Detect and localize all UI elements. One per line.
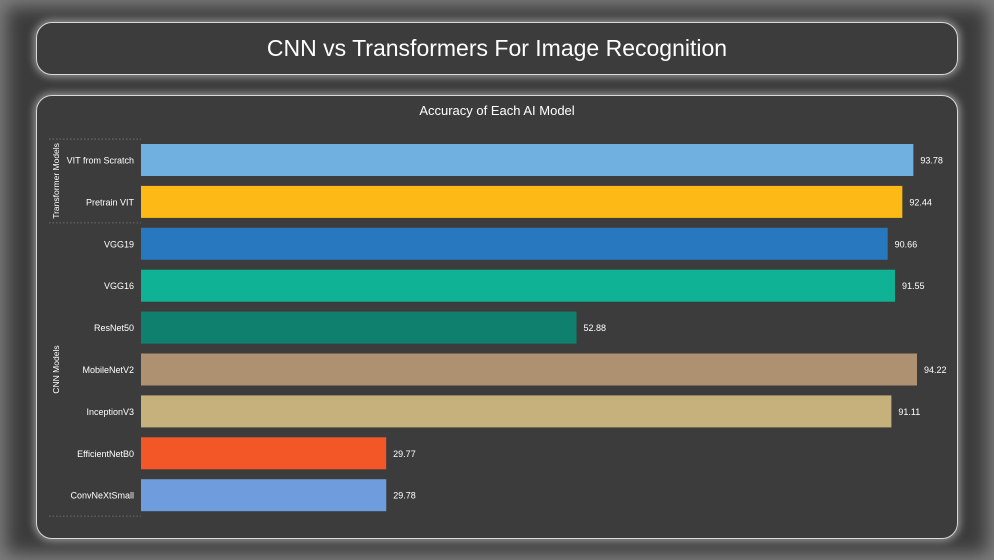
data-label: 90.66: [895, 239, 918, 249]
category-label: MobileNetV2: [82, 365, 134, 375]
category-label: VGG16: [104, 281, 134, 291]
accuracy-bar-chart: Accuracy of Each AI Model VIT from Scratc…: [49, 103, 947, 517]
category-label: EfficientNetB0: [77, 449, 134, 459]
data-label: 92.44: [909, 197, 932, 207]
data-label: 91.11: [898, 407, 920, 417]
bar: [141, 395, 892, 428]
bar: [141, 479, 387, 512]
group-label: Transformer Models: [51, 143, 61, 219]
data-label: 29.78: [393, 491, 416, 501]
category-label: InceptionV3: [86, 407, 134, 417]
category-label: Pretrain VIT: [86, 197, 135, 207]
category-label: VIT from Scratch: [67, 156, 134, 166]
data-label: 29.77: [393, 449, 416, 459]
data-label: 94.22: [924, 365, 947, 375]
category-label: ResNet50: [94, 323, 134, 333]
category-label: ConvNeXtSmall: [70, 491, 134, 501]
data-label: 93.78: [920, 156, 943, 166]
category-label: VGG19: [104, 239, 134, 249]
bar: [141, 185, 903, 218]
data-label: 52.88: [584, 323, 607, 333]
bar: [141, 144, 914, 176]
bar: [141, 269, 896, 302]
page-title: CNN vs Transformers For Image Recognitio…: [266, 35, 728, 61]
bar: [141, 353, 917, 386]
data-label: 91.55: [902, 281, 925, 291]
chart-panel: Accuracy of Each AI Model VIT from Scratc…: [36, 95, 958, 539]
group-label: CNN Models: [51, 345, 61, 393]
header-panel: CNN vs Transformers For Image Recognitio…: [36, 22, 958, 75]
bar: [141, 227, 888, 260]
bar: [141, 311, 577, 344]
bar: [141, 437, 387, 470]
chart-title: Accuracy of Each AI Model: [419, 103, 574, 118]
